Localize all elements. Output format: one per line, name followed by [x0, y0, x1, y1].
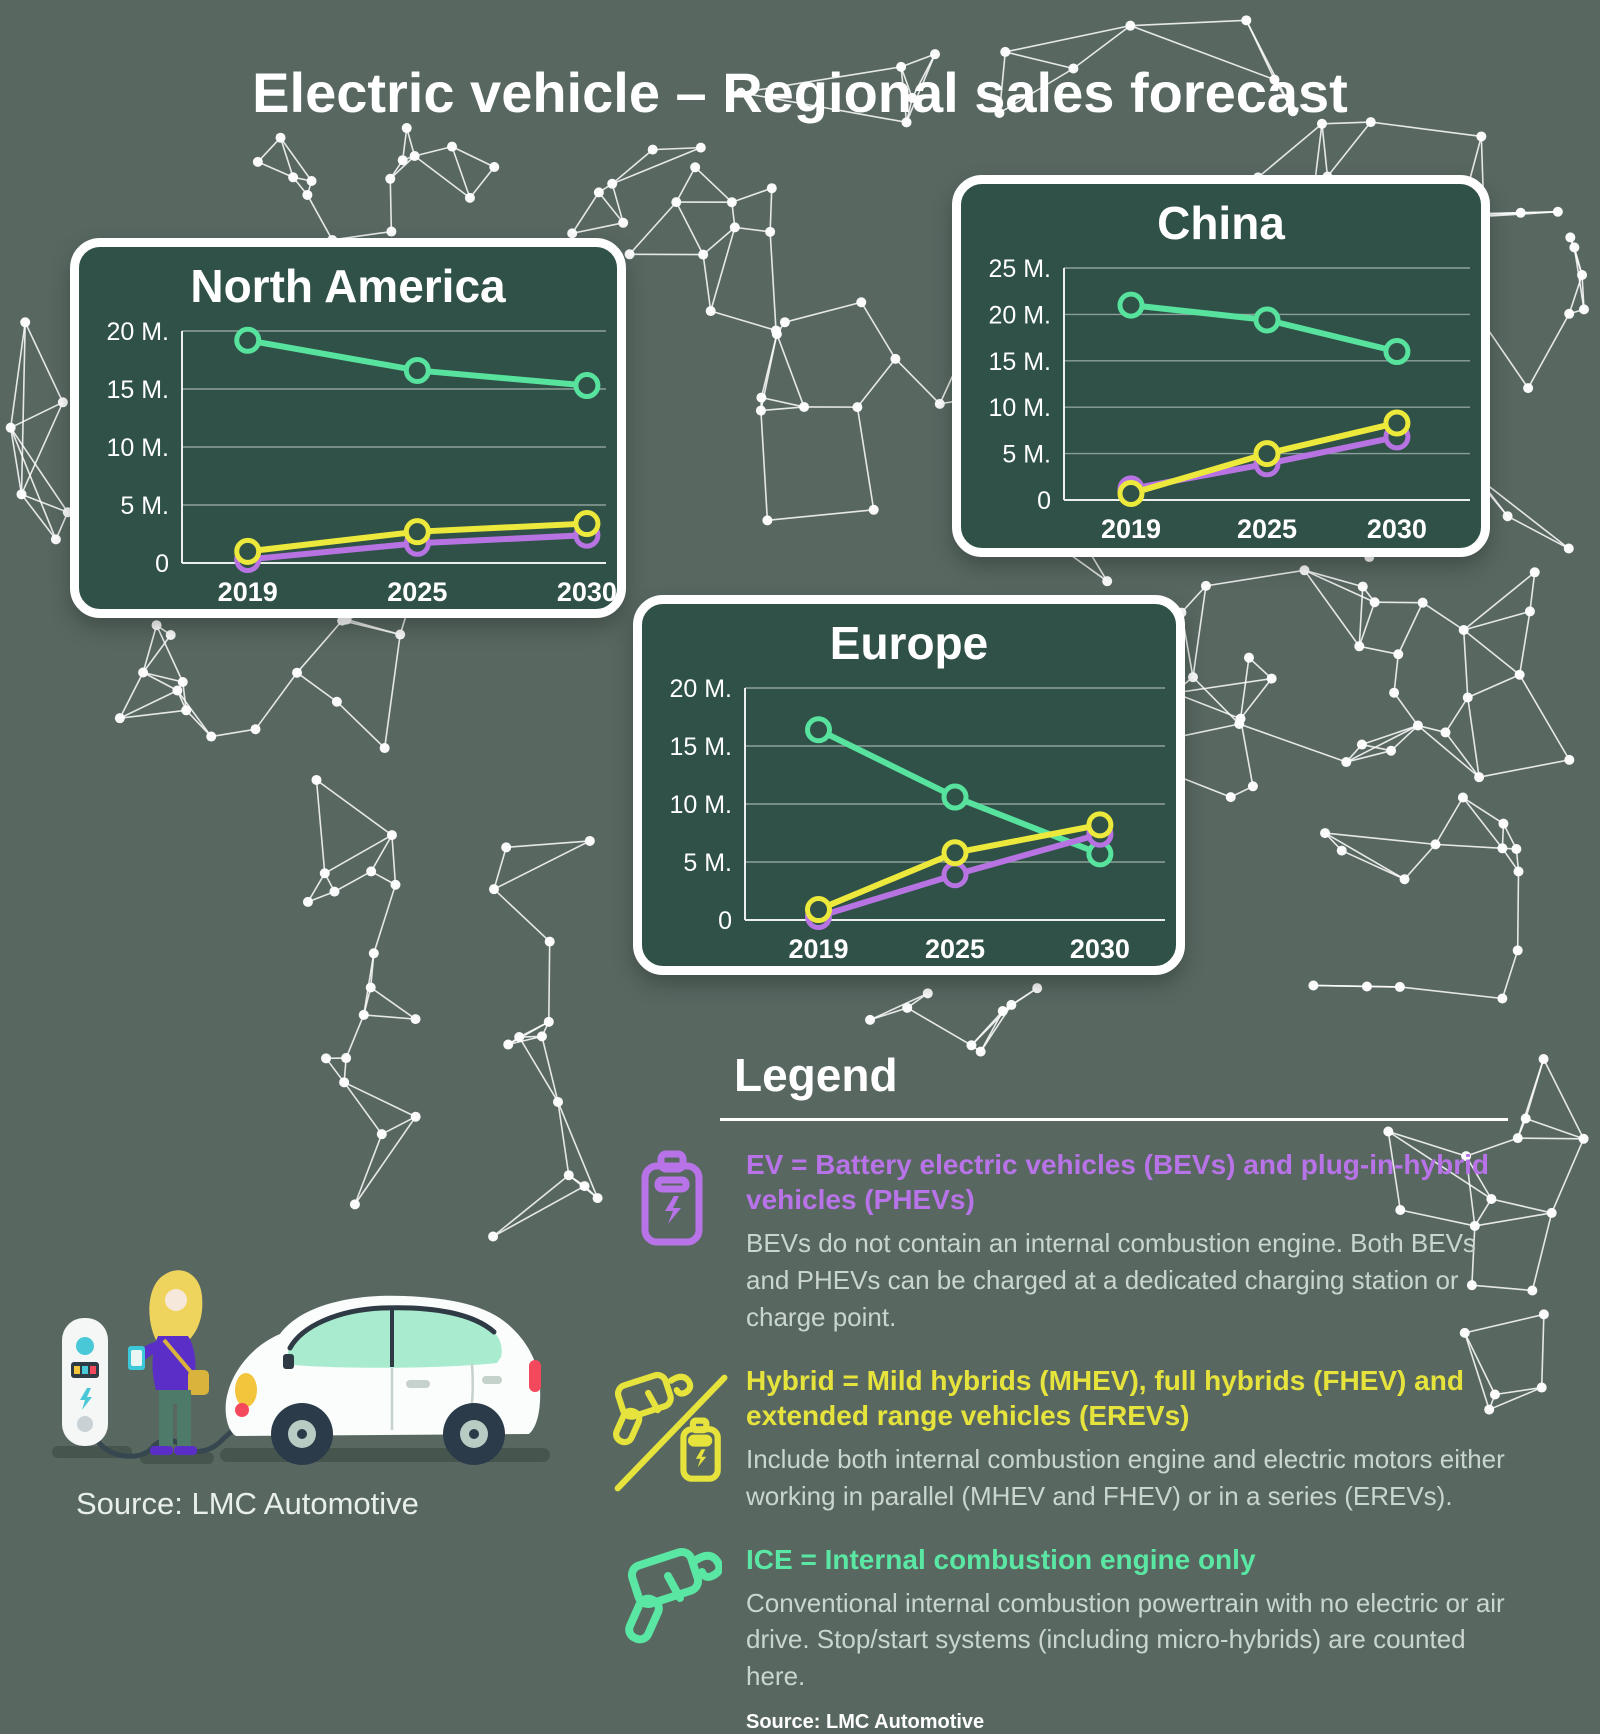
svg-text:2030: 2030: [1070, 934, 1130, 964]
svg-text:10 M.: 10 M.: [988, 394, 1051, 422]
svg-text:20 M.: 20 M.: [988, 301, 1051, 329]
legend-divider: [720, 1118, 1508, 1121]
svg-text:2030: 2030: [557, 577, 616, 607]
svg-text:20 M.: 20 M.: [106, 318, 169, 346]
woman-with-phone: [128, 1270, 209, 1455]
svg-text:10 M.: 10 M.: [669, 791, 732, 819]
legend-body-ice: Conventional internal combustion powertr…: [746, 1585, 1512, 1696]
svg-text:15 M.: 15 M.: [669, 733, 732, 761]
chart-title: China: [961, 196, 1481, 250]
battery-icon: [612, 1147, 732, 1336]
svg-text:2025: 2025: [1237, 514, 1297, 544]
legend-entry-ev: EV = Battery electric vehicles (BEVs) an…: [612, 1147, 1512, 1336]
svg-text:25 M.: 25 M.: [988, 255, 1051, 283]
page-title: Electric vehicle – Regional sales foreca…: [0, 60, 1600, 125]
legend-body-ev: BEVs do not contain an internal combusti…: [746, 1225, 1512, 1336]
svg-text:20 M.: 20 M.: [669, 675, 732, 703]
svg-text:2019: 2019: [218, 577, 278, 607]
fuel-nozzle-icon: [612, 1542, 732, 1696]
svg-text:2030: 2030: [1367, 514, 1427, 544]
svg-text:2025: 2025: [387, 577, 447, 607]
footer-source: Source: LMC Automotive: [76, 1486, 419, 1522]
svg-text:2019: 2019: [788, 934, 848, 964]
fuel-nozzle-battery-icon: [612, 1363, 732, 1515]
charging-station: [62, 1318, 108, 1446]
ev-car: [226, 1296, 541, 1465]
svg-text:15 M.: 15 M.: [106, 376, 169, 404]
legend-heading-ev: EV = Battery electric vehicles (BEVs) an…: [746, 1147, 1512, 1217]
line-chart-china: 25 M. 20 M. 15 M. 10 M. 5 M. 0 2019 2025 2030: [962, 252, 1480, 546]
legend-title: Legend: [734, 1048, 1512, 1102]
line-chart-europe: 20 M. 15 M. 10 M. 5 M. 0 2019 2025 2030: [643, 672, 1175, 966]
svg-text:0: 0: [155, 550, 169, 578]
svg-text:0: 0: [718, 907, 732, 935]
svg-text:5 M.: 5 M.: [120, 492, 169, 520]
svg-text:15 M.: 15 M.: [988, 348, 1051, 376]
chart-title: Europe: [642, 616, 1176, 670]
svg-text:5 M.: 5 M.: [1002, 441, 1051, 469]
ev-charging-illustration: [40, 1242, 580, 1482]
legend-heading-ice: ICE = Internal combustion engine only: [746, 1542, 1512, 1577]
line-chart-north-america: 20 M. 15 M. 10 M. 5 M. 0 2019 2025 2030: [80, 315, 616, 609]
chart-title: North America: [79, 259, 617, 313]
legend: Legend EV = Battery electric vehicles (B…: [612, 1048, 1512, 1734]
legend-entry-hybrid: Hybrid = Mild hybrids (MHEV), full hybri…: [612, 1363, 1512, 1515]
svg-text:2025: 2025: [925, 934, 985, 964]
svg-text:10 M.: 10 M.: [106, 434, 169, 462]
legend-entry-ice: ICE = Internal combustion engine only Co…: [612, 1542, 1512, 1696]
legend-body-hybrid: Include both internal combustion engine …: [746, 1441, 1512, 1515]
svg-text:0: 0: [1037, 487, 1051, 515]
legend-heading-hybrid: Hybrid = Mild hybrids (MHEV), full hybri…: [746, 1363, 1512, 1433]
legend-source: Source: LMC Automotive: [746, 1711, 1512, 1734]
svg-text:2019: 2019: [1101, 514, 1161, 544]
chart-panel-europe: Europe 20 M. 15 M. 10 M. 5 M. 0 2019 2025 2030: [633, 595, 1185, 975]
svg-text:5 M.: 5 M.: [683, 849, 732, 877]
